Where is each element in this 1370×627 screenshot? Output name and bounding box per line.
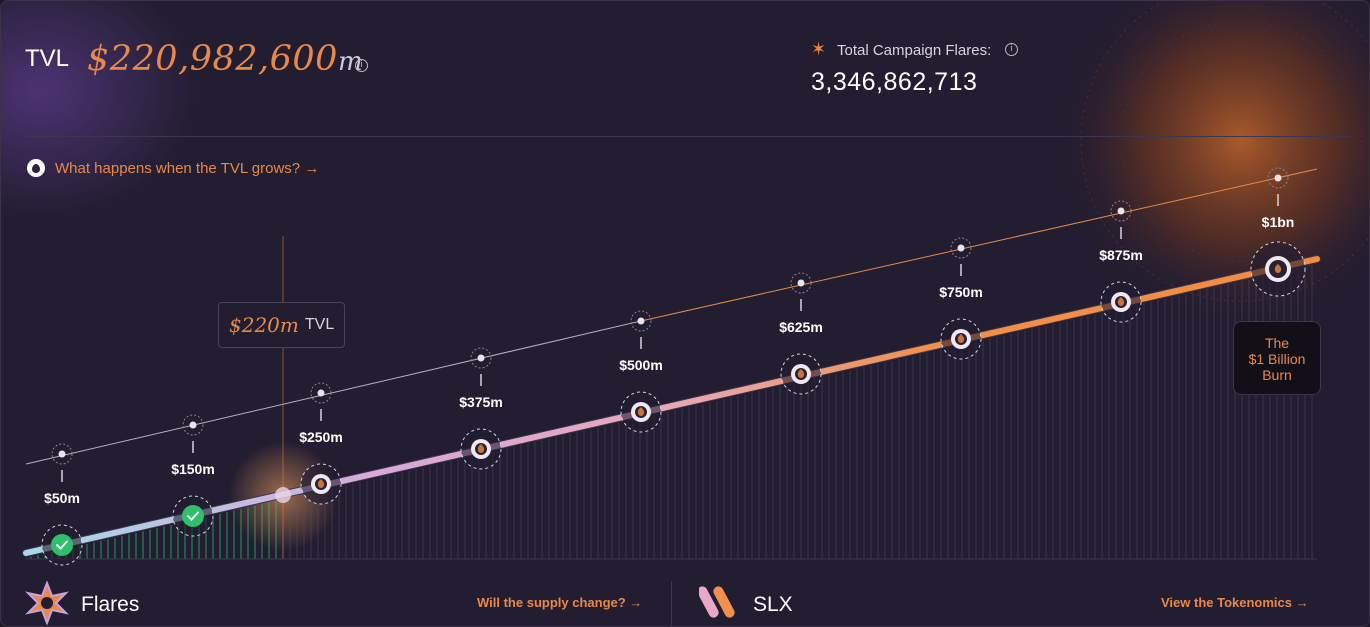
flares-title: Flares (81, 593, 140, 616)
milestone-label: $250m (299, 429, 343, 445)
current-tvl-flag: $220m TVL (218, 302, 346, 348)
milestone-$375m[interactable] (460, 347, 502, 470)
total-flares-label: Total Campaign Flares: (837, 42, 992, 59)
tvl-label: TVL (25, 45, 70, 72)
tvl-grows-link[interactable]: What happens when the TVL grows? → (27, 159, 319, 177)
milestone-label: $875m (1099, 247, 1143, 263)
billion-burn-card[interactable]: The $1 Billion Burn (1233, 321, 1321, 395)
burn-line-3: Burn (1262, 367, 1292, 383)
milestone-$875m[interactable] (1100, 200, 1142, 323)
target-line (25, 168, 1318, 465)
milestone-nodes (41, 167, 1306, 566)
info-icon[interactable]: i (355, 59, 368, 72)
burn-line-2: $1 Billion (1248, 351, 1306, 367)
current-tvl-suffix: TVL (304, 316, 335, 333)
footer-divider (671, 581, 672, 626)
milestone-label: $750m (939, 284, 983, 300)
milestone-label: $50m (44, 490, 80, 506)
milestone-label: $625m (779, 319, 823, 335)
milestone-label: $150m (171, 461, 215, 477)
flares-info-icon[interactable]: i (1005, 43, 1018, 56)
milestone-$150m[interactable] (172, 414, 214, 537)
flares-logo-icon (25, 581, 69, 625)
milestone-$50m[interactable] (41, 443, 83, 566)
tokenomics-link[interactable]: View the Tokenomics → (1161, 595, 1309, 610)
tvl-value: $220,982,600m (87, 39, 363, 79)
milestone-label: $375m (459, 394, 503, 410)
current-tvl-orb (275, 487, 291, 503)
milestone-$250m[interactable] (300, 382, 342, 505)
total-flares-value: 3,346,862,713 (811, 68, 978, 96)
flare-star-icon: ✶ (811, 39, 827, 59)
flame-icon (27, 159, 45, 177)
milestone-$625m[interactable] (780, 272, 822, 395)
planet-decoration (1061, 1, 1369, 321)
header-divider (25, 136, 1349, 137)
tvl-amount: $220,982,600 (87, 39, 338, 79)
milestone-$1bn[interactable] (1250, 167, 1306, 297)
slx-logo-icon (699, 586, 735, 618)
milestone-label: $1bn (1261, 214, 1295, 230)
progress-hatch (30, 265, 1313, 559)
burn-line-1: The (1264, 335, 1290, 351)
milestone-$500m[interactable] (620, 310, 662, 433)
current-tvl-value: $220m (229, 313, 299, 337)
milestone-label: $500m (619, 357, 663, 373)
supply-change-link[interactable]: Will the supply change? → (477, 595, 643, 610)
slx-title: SLX (753, 593, 793, 616)
tvl-grows-link-text: What happens when the TVL grows? → (55, 159, 320, 177)
milestone-$750m[interactable] (940, 237, 982, 360)
